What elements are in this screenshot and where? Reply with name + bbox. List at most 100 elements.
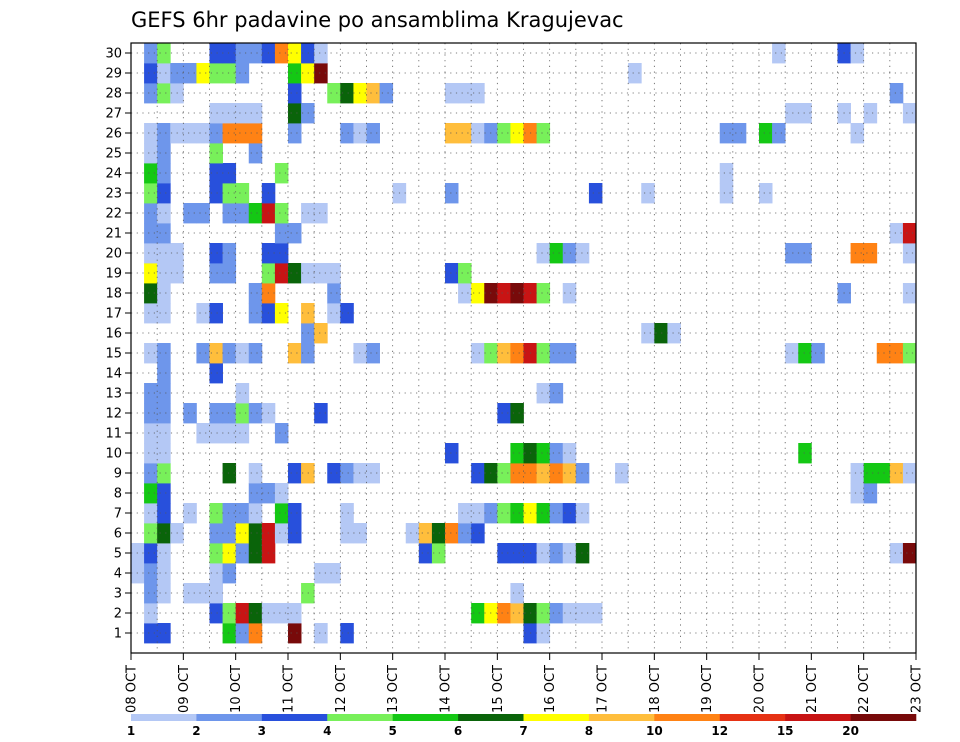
heatmap-cell [209, 343, 223, 364]
x-tick-label: 18 OCT [648, 665, 663, 713]
heatmap-cell [144, 123, 158, 144]
x-tick-label: 16 OCT [543, 665, 558, 713]
heatmap-cell [196, 303, 210, 324]
y-tick-label: 1 [114, 627, 122, 642]
heatmap-cell [144, 583, 158, 604]
heatmap-cell [209, 523, 223, 544]
heatmap-cell [274, 423, 289, 444]
heatmap-cell [562, 343, 577, 364]
heatmap-cell [510, 403, 524, 424]
heatmap-cell [719, 163, 734, 184]
heatmap-cell [157, 483, 171, 504]
heatmap-cell [510, 283, 524, 304]
heatmap-cell [850, 483, 865, 504]
y-tick-label: 3 [114, 587, 122, 602]
heatmap-cell [732, 123, 747, 144]
heatmap-cell [471, 603, 485, 624]
heatmap-cell [327, 263, 341, 284]
heatmap-cell [209, 363, 223, 384]
color-legend: 1 2 3 4 5 6 7 8 10 12 15 20 [127, 714, 917, 738]
heatmap-cell [157, 403, 171, 424]
heatmap-cell [497, 123, 511, 144]
heatmap-cell [248, 523, 263, 544]
y-tick-label: 24 [105, 167, 122, 182]
heatmap-cell [785, 343, 799, 364]
heatmap-cell [274, 483, 289, 504]
y-tick-label: 27 [105, 107, 122, 122]
x-tick-label: 10 OCT [229, 665, 244, 713]
heatmap-cell [536, 283, 551, 304]
heatmap-cell [235, 63, 250, 84]
heatmap-cell [458, 523, 472, 544]
heatmap-cell [471, 503, 485, 524]
heatmap-cell [222, 183, 237, 204]
heatmap-cell [209, 583, 223, 604]
heatmap-cell [144, 283, 158, 304]
heatmap-cell [274, 263, 289, 284]
heatmap-cell [314, 623, 328, 644]
y-tick-label: 25 [105, 147, 122, 162]
heatmap-cell [222, 203, 237, 224]
y-tick-label: 11 [105, 427, 122, 442]
heatmap-cell [144, 203, 158, 224]
y-tick-label: 7 [114, 507, 122, 522]
chart-title: GEFS 6hr padavine po ansamblima Kragujev… [131, 8, 624, 32]
legend-level-label: 15 [777, 724, 794, 738]
heatmap-cell [274, 243, 289, 264]
heatmap-cell [471, 83, 485, 104]
heatmap-cell [248, 103, 263, 124]
y-tick-label: 15 [105, 347, 122, 362]
heatmap-cell [288, 63, 302, 84]
heatmap-cell [144, 163, 158, 184]
heatmap-cell [209, 103, 223, 124]
y-tick-label: 18 [105, 287, 122, 302]
heatmap-cell [549, 503, 564, 524]
heatmap-cell [183, 63, 197, 84]
heatmap-cell [222, 563, 237, 584]
legend-level-label: 2 [192, 724, 200, 738]
legend-color-swatch [261, 714, 328, 721]
heatmap-cell [562, 283, 577, 304]
heatmap-cell [183, 203, 197, 224]
y-tick-label: 21 [105, 227, 122, 242]
heatmap-cell [222, 43, 237, 64]
heatmap-cell [772, 123, 786, 144]
heatmap-cell [209, 163, 223, 184]
heatmap-cell [575, 503, 590, 524]
heatmap-cell [314, 403, 328, 424]
x-tick-label: 19 OCT [700, 665, 715, 713]
legend-color-swatch [392, 714, 459, 721]
heatmap-cell [222, 403, 237, 424]
heatmap-cell [274, 303, 289, 324]
heatmap-cell [157, 283, 171, 304]
heatmap-cell [248, 623, 263, 644]
legend-level-label: 10 [646, 724, 663, 738]
legend-level-label: 7 [519, 724, 527, 738]
heatmap-cell [235, 543, 250, 564]
heatmap-cell [235, 203, 250, 224]
heatmap-cell [536, 243, 551, 264]
heatmap-cell [248, 43, 263, 64]
heatmap-cell [667, 323, 681, 344]
heatmap-cell [445, 523, 459, 544]
heatmap-cell [902, 223, 917, 244]
y-tick-label: 10 [105, 447, 122, 462]
heatmap-cell [144, 183, 158, 204]
heatmap-cell [471, 463, 485, 484]
heatmap-cell [549, 463, 564, 484]
heatmap-cell [562, 543, 577, 564]
heatmap-cell [850, 123, 865, 144]
x-tick-label: 22 OCT [857, 665, 872, 713]
heatmap-cell [497, 603, 511, 624]
heatmap-cell [510, 543, 524, 564]
heatmap-cell [157, 523, 171, 544]
heatmap-cell [288, 503, 302, 524]
heatmap-cell [144, 83, 158, 104]
heatmap-cell [248, 403, 263, 424]
heatmap-cell [288, 83, 302, 104]
heatmap-cell [327, 563, 341, 584]
heatmap-cell [235, 103, 250, 124]
y-tick-label: 4 [114, 567, 122, 582]
heatmap-cell [628, 63, 642, 84]
